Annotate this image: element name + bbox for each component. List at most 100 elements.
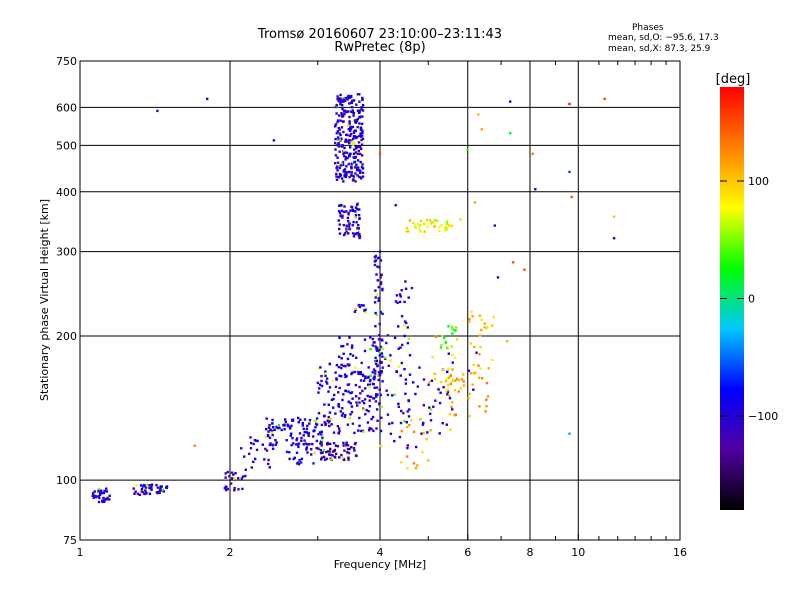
data-point-1097 [446, 388, 450, 392]
data-point-1072 [405, 455, 409, 458]
data-point-764 [342, 152, 345, 155]
data-point-851 [356, 109, 360, 112]
data-point-182 [270, 429, 273, 433]
data-point-656 [340, 209, 344, 212]
data-point-769 [349, 129, 352, 132]
x-tick-label-3: 6 [464, 546, 471, 559]
data-point-825 [335, 172, 338, 176]
data-point-116 [249, 441, 253, 445]
data-point-974 [397, 365, 400, 368]
data-point-194 [320, 430, 323, 433]
data-point-991 [403, 320, 407, 323]
data-point-1076 [419, 418, 422, 421]
data-point-118 [256, 439, 259, 443]
data-point-122 [265, 449, 269, 452]
data-point-1002 [393, 393, 396, 396]
data-point-125 [271, 447, 275, 450]
data-point-34 [98, 496, 101, 499]
data-point-649 [347, 219, 350, 223]
data-point-1028 [416, 385, 419, 388]
data-point-467 [364, 376, 367, 380]
data-point-699 [334, 141, 337, 145]
data-point-564 [376, 265, 379, 268]
data-point-290 [326, 450, 330, 453]
data-point-758 [338, 166, 341, 170]
data-point-459 [351, 371, 354, 374]
data-point-1231 [496, 276, 500, 279]
data-point-1053 [427, 383, 430, 386]
data-point-94 [240, 477, 243, 480]
data-point-300 [325, 450, 328, 454]
data-point-1145 [475, 351, 478, 354]
data-point-136 [320, 423, 324, 427]
data-point-171 [312, 429, 315, 433]
data-point-382 [358, 424, 361, 427]
data-point-926 [337, 126, 340, 130]
data-point-1212 [451, 327, 454, 330]
data-point-41 [156, 486, 159, 489]
data-point-66 [134, 490, 137, 493]
data-point-286 [348, 447, 351, 451]
data-point-1242 [603, 97, 606, 101]
data-point-795 [344, 171, 348, 175]
data-point-440 [328, 411, 332, 414]
data-point-1080 [440, 380, 443, 384]
data-point-1132 [462, 384, 466, 387]
data-point-944 [350, 132, 353, 136]
data-point-263 [292, 457, 295, 461]
data-point-747 [346, 98, 349, 101]
data-point-169 [265, 417, 268, 420]
data-point-543 [379, 311, 382, 314]
data-point-960 [397, 402, 400, 405]
data-point-149 [306, 424, 309, 428]
data-point-630 [338, 204, 341, 207]
data-point-979 [399, 346, 402, 349]
data-point-719 [350, 173, 353, 177]
data-point-294 [326, 443, 329, 446]
data-point-1209 [450, 345, 453, 348]
data-point-796 [349, 127, 353, 130]
data-point-241 [300, 457, 304, 461]
colorbar-tick-label-0: 100 [748, 175, 769, 188]
data-point-583 [379, 282, 383, 286]
data-point-1218 [439, 346, 443, 349]
data-point-297 [342, 444, 345, 447]
data-point-1178 [423, 230, 426, 233]
data-point-1071 [400, 429, 403, 433]
data-point-389 [359, 429, 363, 433]
data-point-504 [338, 336, 341, 339]
data-point-997 [400, 361, 403, 365]
data-point-790 [355, 147, 358, 150]
data-point-1146 [492, 316, 495, 319]
data-point-93 [223, 487, 226, 490]
data-point-972 [405, 321, 408, 325]
data-point-572 [373, 341, 376, 344]
data-point-1243 [612, 215, 616, 218]
data-point-934 [355, 120, 359, 123]
data-point-849 [358, 109, 361, 112]
data-point-762 [356, 135, 359, 139]
data-point-225 [273, 428, 276, 431]
data-point-526 [337, 402, 340, 406]
data-point-420 [325, 382, 329, 385]
data-point-168 [278, 426, 281, 430]
data-point-918 [339, 133, 342, 137]
data-point-1015 [403, 300, 406, 304]
data-point-21 [101, 500, 104, 504]
data-point-1092 [455, 377, 459, 381]
data-point-33 [91, 493, 95, 496]
data-point-1171 [425, 218, 428, 222]
data-point-103 [241, 475, 245, 478]
data-point-904 [335, 132, 338, 135]
data-point-1086 [450, 353, 454, 357]
data-point-1155 [480, 328, 483, 332]
data-point-917 [359, 176, 363, 179]
data-point-1204 [416, 222, 420, 226]
data-point-1199 [428, 219, 432, 222]
data-point-793 [340, 177, 344, 180]
data-point-539 [377, 338, 381, 341]
data-point-887 [334, 154, 338, 157]
data-point-287 [332, 442, 336, 445]
data-point-500 [351, 354, 355, 357]
data-point-458 [351, 344, 354, 347]
